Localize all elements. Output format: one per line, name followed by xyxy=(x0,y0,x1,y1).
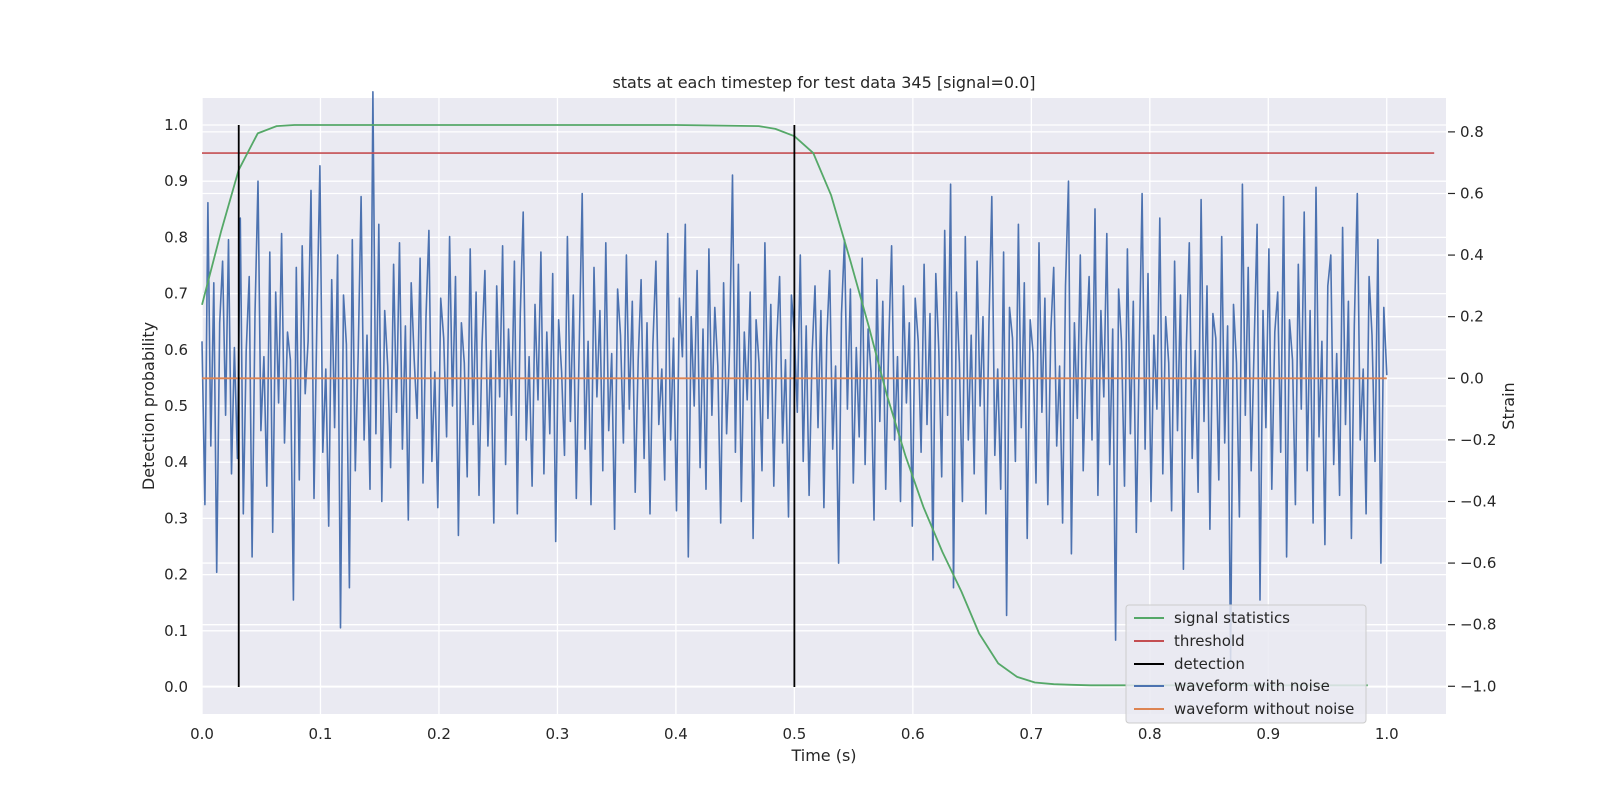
x-tick-label: 0.6 xyxy=(901,725,925,743)
y-tick-label-right: −0.8 xyxy=(1460,616,1496,634)
x-tick-label: 0.7 xyxy=(1019,725,1043,743)
legend-label-signal-statistics: signal statistics xyxy=(1174,609,1290,627)
legend-label-detection: detection xyxy=(1174,655,1245,673)
chart-title: stats at each timestep for test data 345… xyxy=(612,73,1035,92)
x-tick-label: 0.0 xyxy=(190,725,214,743)
series-layer xyxy=(201,91,1435,688)
y-axis-label-right: Strain xyxy=(1499,382,1518,429)
legend-label-threshold: threshold xyxy=(1174,632,1245,650)
y-tick-label-right: 0.0 xyxy=(1460,369,1484,387)
x-axis-label: Time (s) xyxy=(790,746,856,765)
y-tick-label-right: −0.4 xyxy=(1460,492,1496,510)
legend-box xyxy=(1125,604,1367,724)
y-tick-label-right: 0.6 xyxy=(1460,184,1484,202)
tick-layer: 0.0 0.1 0.2 0.3 0.4 0.5 0.6 0.7 0.8 0.9 1.0 0.0 0.1 0… xyxy=(164,116,1496,743)
y-tick-label-left: 0.8 xyxy=(164,228,188,246)
y-tick-label-left: 0.7 xyxy=(164,285,188,303)
y-tick-label-left: 0.6 xyxy=(164,341,188,359)
x-tick-label: 0.4 xyxy=(664,725,688,743)
y-tick-label-left: 1.0 xyxy=(164,116,188,134)
y-tick-label-right: 0.8 xyxy=(1460,123,1484,141)
x-tick-label: 0.8 xyxy=(1138,725,1162,743)
x-tick-label: 0.3 xyxy=(545,725,569,743)
series-signal-statistics xyxy=(201,124,1368,687)
x-tick-label: 0.2 xyxy=(427,725,451,743)
y-tick-label-left: 0.5 xyxy=(164,397,188,415)
y-tick-label-left: 0.3 xyxy=(164,509,188,527)
y-tick-label-left: 0.0 xyxy=(164,678,188,696)
y-tick-label-left: 0.9 xyxy=(164,172,188,190)
y-tick-label-right: −1.0 xyxy=(1460,677,1496,695)
x-tick-label: 0.9 xyxy=(1256,725,1280,743)
y-tick-label-left: 0.4 xyxy=(164,453,188,471)
x-tick-label: 0.5 xyxy=(782,725,806,743)
x-tick-label: 0.1 xyxy=(309,725,333,743)
legend-label-waveform-without-noise: waveform without noise xyxy=(1174,700,1354,718)
legend-label-waveform-with-noise: waveform with noise xyxy=(1174,677,1330,695)
x-tick-label: 1.0 xyxy=(1375,725,1399,743)
y-axis-label-left: Detection probability xyxy=(139,322,158,490)
y-tick-label-right: −0.2 xyxy=(1460,431,1496,449)
y-tick-label-right: 0.4 xyxy=(1460,246,1484,264)
y-tick-label-left: 0.1 xyxy=(164,622,188,640)
y-tick-label-right: −0.6 xyxy=(1460,554,1496,572)
y-tick-label-right: 0.2 xyxy=(1460,308,1484,326)
legend: signal statistics threshold detection wa… xyxy=(1125,604,1367,724)
y-tick-label-left: 0.2 xyxy=(164,566,188,584)
